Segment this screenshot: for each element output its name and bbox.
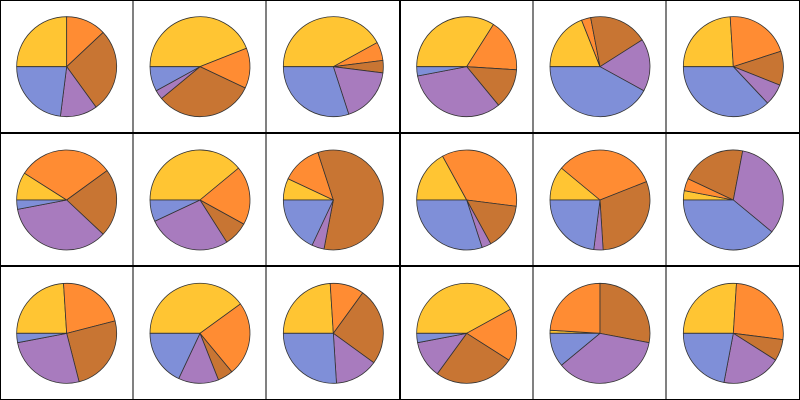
pie-slice bbox=[416, 282, 511, 334]
pie-slice bbox=[417, 66, 499, 118]
pie-slice bbox=[732, 150, 784, 233]
pie-slice bbox=[149, 199, 201, 222]
pie-slice bbox=[549, 19, 601, 68]
pie-slice bbox=[466, 308, 518, 361]
pie-slice bbox=[282, 199, 334, 246]
pie-slice bbox=[63, 283, 116, 334]
pie-slice bbox=[282, 332, 337, 384]
pie-slice bbox=[332, 292, 384, 364]
pie-slice bbox=[16, 332, 68, 344]
pie-slice bbox=[149, 66, 201, 92]
pie-chart bbox=[682, 16, 784, 117]
pie-slice bbox=[723, 332, 776, 384]
pie-slice bbox=[549, 332, 601, 366]
pie-chart bbox=[282, 283, 384, 384]
pie-slice bbox=[66, 32, 118, 108]
pie-slice bbox=[199, 303, 251, 373]
pie-slice bbox=[282, 66, 350, 118]
pie-chart bbox=[416, 16, 518, 118]
pie-slice bbox=[549, 282, 601, 334]
pie-slice bbox=[561, 332, 650, 384]
pie-slice bbox=[682, 66, 768, 117]
pie-slice bbox=[416, 155, 468, 201]
pie-chart bbox=[282, 16, 384, 118]
pie-slice bbox=[16, 66, 68, 117]
pie-slice bbox=[599, 282, 651, 344]
pie-chart bbox=[149, 149, 251, 251]
pie-chart bbox=[549, 16, 651, 118]
pie-slice bbox=[16, 199, 68, 210]
pie-slice bbox=[682, 332, 734, 383]
pie-slice bbox=[17, 332, 80, 384]
pie-slice bbox=[282, 283, 334, 334]
pie-chart bbox=[549, 149, 651, 251]
pie-slice bbox=[442, 149, 518, 207]
pie-slice bbox=[149, 149, 239, 201]
pie-slice bbox=[416, 199, 483, 251]
pie-slice bbox=[549, 66, 645, 118]
pie-chart bbox=[416, 149, 518, 251]
pie-chart bbox=[16, 149, 117, 251]
pie-slice bbox=[17, 199, 104, 251]
pie-slice bbox=[682, 283, 737, 334]
pie-slice bbox=[436, 332, 510, 384]
pie-chart bbox=[416, 282, 518, 384]
pie-slice bbox=[682, 16, 734, 68]
pie-slice bbox=[199, 167, 251, 225]
pie-slice bbox=[732, 283, 784, 340]
pie-slice bbox=[282, 16, 378, 68]
pie-slice bbox=[154, 199, 228, 251]
pie-slice bbox=[549, 199, 601, 251]
pie-slice bbox=[149, 16, 247, 68]
pie-slice bbox=[590, 16, 643, 68]
pie-chart bbox=[149, 16, 251, 118]
pie-chart bbox=[549, 282, 651, 384]
pie-slice bbox=[416, 66, 468, 77]
pie-chart bbox=[149, 282, 251, 384]
pie-chart bbox=[682, 149, 784, 251]
pie-slice bbox=[729, 16, 782, 68]
pie-slice bbox=[24, 149, 108, 201]
pie-slice bbox=[161, 66, 246, 118]
pie-slice bbox=[317, 149, 384, 251]
pie-slice bbox=[332, 66, 384, 115]
pie-slice bbox=[149, 332, 201, 379]
pie-slice bbox=[466, 24, 518, 71]
pie-slice bbox=[66, 170, 117, 235]
pie-slice bbox=[149, 282, 241, 334]
pie-slice bbox=[687, 149, 744, 201]
pie-slice bbox=[66, 320, 118, 383]
pie-chart bbox=[16, 16, 118, 118]
pie-slice bbox=[16, 16, 68, 68]
pie-slice bbox=[599, 39, 651, 92]
pie-slice bbox=[561, 149, 647, 201]
pie-slice bbox=[416, 332, 468, 344]
pie-chart bbox=[282, 149, 384, 251]
pie-slice bbox=[599, 181, 651, 251]
pie-chart bbox=[16, 283, 118, 384]
pie-chart bbox=[682, 283, 784, 384]
pie-slice bbox=[16, 283, 68, 334]
pie-slice bbox=[682, 199, 773, 251]
